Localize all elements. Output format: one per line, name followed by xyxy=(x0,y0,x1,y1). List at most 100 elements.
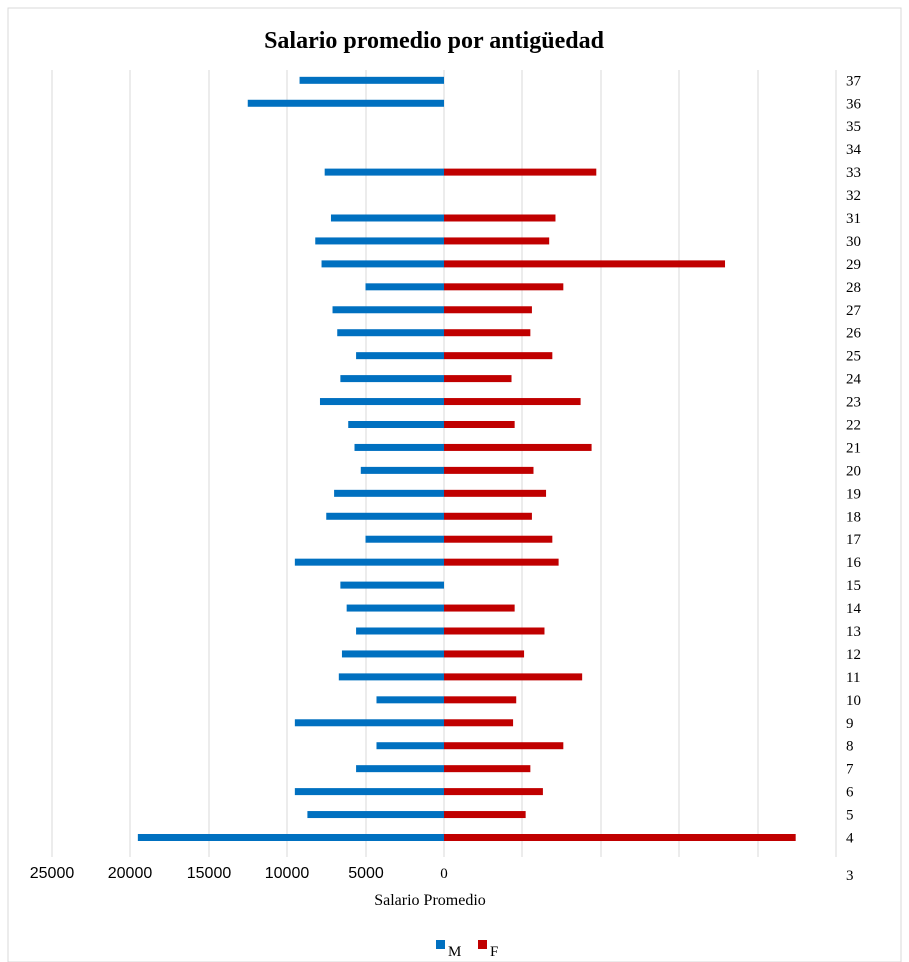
bar-f-16 xyxy=(444,558,559,566)
bar-m-17 xyxy=(365,535,444,543)
bar-f-33 xyxy=(444,168,597,176)
bar-f-19 xyxy=(444,489,547,497)
x-tick-label: 0 xyxy=(440,866,448,882)
bar-m-22 xyxy=(348,420,444,428)
bar-m-8 xyxy=(376,742,444,750)
y-tick-label: 25 xyxy=(846,349,861,365)
y-tick-label: 34 xyxy=(846,142,862,158)
bar-f-31 xyxy=(444,214,556,222)
legend-label: M xyxy=(448,944,461,960)
y-tick-label: 15 xyxy=(846,578,861,594)
bar-m-12 xyxy=(341,650,444,658)
y-tick-label: 37 xyxy=(846,73,862,89)
bar-m-24 xyxy=(340,375,444,383)
bar-m-36 xyxy=(247,99,444,107)
bar-m-29 xyxy=(321,260,444,268)
y-tick-label: 17 xyxy=(846,532,862,548)
y-tick-label: 16 xyxy=(846,555,862,571)
bar-f-11 xyxy=(444,673,583,681)
y-tick-label: 36 xyxy=(846,96,862,112)
y-tick-label: 32 xyxy=(846,188,861,204)
bar-f-30 xyxy=(444,237,550,245)
bar-f-27 xyxy=(444,306,532,314)
bar-m-18 xyxy=(326,512,444,520)
x-tick-label: 10000 xyxy=(265,865,310,882)
bar-f-22 xyxy=(444,420,515,428)
y-tick-label: 14 xyxy=(846,601,862,617)
y-tick-label: 29 xyxy=(846,257,861,273)
bar-m-6 xyxy=(294,788,444,796)
y-tick-label: 12 xyxy=(846,647,861,663)
bar-m-20 xyxy=(360,466,444,474)
bar-f-24 xyxy=(444,375,512,383)
bar-m-33 xyxy=(324,168,444,176)
bar-m-16 xyxy=(294,558,444,566)
bar-m-31 xyxy=(330,214,444,222)
bar-f-21 xyxy=(444,443,592,451)
gridlines xyxy=(51,70,837,857)
legend-swatch xyxy=(478,940,487,949)
bar-f-8 xyxy=(444,742,564,750)
bar-f-23 xyxy=(444,398,581,406)
bar-f-5 xyxy=(444,811,526,819)
bars xyxy=(137,76,796,841)
x-tick-labels: 25000 20000 15000 10000 5000 0 xyxy=(30,865,448,882)
bar-m-27 xyxy=(332,306,444,314)
bar-f-25 xyxy=(444,352,553,360)
legend-swatch xyxy=(436,940,445,949)
bar-m-5 xyxy=(307,811,444,819)
y-tick-label: 35 xyxy=(846,119,861,135)
y-tick-label: 33 xyxy=(846,165,861,181)
y-tick-label: 26 xyxy=(846,326,862,342)
bar-f-26 xyxy=(444,329,531,337)
y-tick-label: 22 xyxy=(846,417,861,433)
bar-f-12 xyxy=(444,650,525,658)
y-tick-label: 3 xyxy=(846,868,854,884)
y-tick-label: 31 xyxy=(846,211,861,227)
y-tick-label: 27 xyxy=(846,303,862,319)
bar-f-20 xyxy=(444,466,534,474)
x-tick-label: 20000 xyxy=(108,865,153,882)
y-tick-label: 4 xyxy=(846,830,854,846)
bar-m-30 xyxy=(315,237,444,245)
bar-m-21 xyxy=(354,443,444,451)
bar-m-10 xyxy=(376,696,444,704)
chart-frame xyxy=(7,7,902,962)
bar-f-4 xyxy=(444,833,796,841)
y-tick-label: 28 xyxy=(846,280,861,296)
y-tick-label: 13 xyxy=(846,624,861,640)
x-tick-label: 25000 xyxy=(30,865,75,882)
bar-m-19 xyxy=(334,489,444,497)
y-tick-label: 19 xyxy=(846,486,861,502)
bar-m-13 xyxy=(356,627,444,635)
bar-f-18 xyxy=(444,512,532,520)
y-tick-label: 6 xyxy=(846,785,854,801)
x-tick-label: 5000 xyxy=(348,865,384,882)
bar-m-28 xyxy=(365,283,444,291)
legend-label: F xyxy=(490,944,498,960)
x-axis-title: Salario Promedio xyxy=(374,892,486,909)
bar-m-11 xyxy=(338,673,444,681)
bar-f-17 xyxy=(444,535,553,543)
y-tick-label: 8 xyxy=(846,739,854,755)
bar-f-9 xyxy=(444,719,514,727)
bar-f-7 xyxy=(444,765,531,773)
y-tick-label: 5 xyxy=(846,808,854,824)
bar-m-15 xyxy=(340,581,444,589)
bar-m-23 xyxy=(319,398,444,406)
y-tick-label: 24 xyxy=(846,372,862,388)
bar-m-37 xyxy=(299,76,444,84)
bar-f-14 xyxy=(444,604,515,612)
y-tick-label: 9 xyxy=(846,716,854,732)
bar-f-13 xyxy=(444,627,545,635)
bar-m-26 xyxy=(337,329,444,337)
chart-title: Salario promedio por antigüedad xyxy=(264,28,604,54)
bar-m-14 xyxy=(346,604,444,612)
y-tick-label: 11 xyxy=(846,670,860,686)
y-tick-label: 10 xyxy=(846,693,861,709)
bar-f-29 xyxy=(444,260,726,268)
y-tick-label: 20 xyxy=(846,463,861,479)
bar-m-9 xyxy=(294,719,444,727)
y-tick-label: 18 xyxy=(846,509,861,525)
